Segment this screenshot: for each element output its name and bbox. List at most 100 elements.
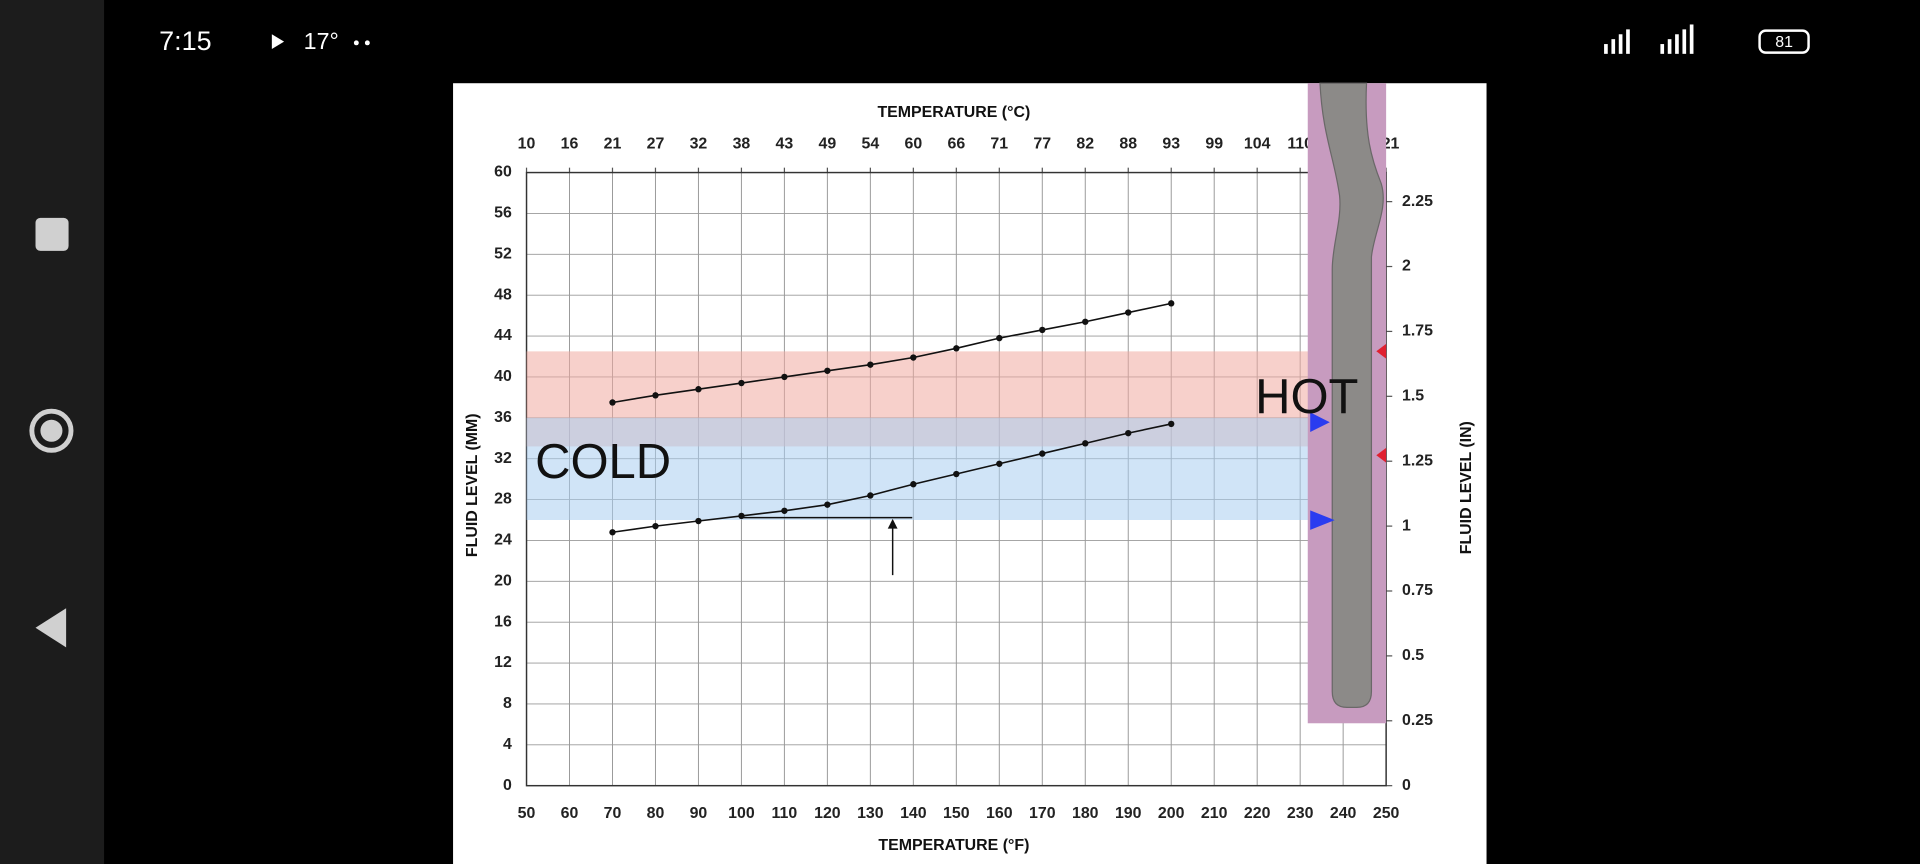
y2-tick-label: 2 xyxy=(1402,258,1411,275)
x2-tick-label: 10 xyxy=(518,136,536,153)
point xyxy=(867,492,874,499)
x2-tick-label: 82 xyxy=(1076,136,1094,153)
y-tick-label: 52 xyxy=(494,246,512,263)
x-tick-label: 90 xyxy=(690,805,708,822)
x-tick-label: 70 xyxy=(604,805,622,822)
x-tick-label: 210 xyxy=(1201,805,1228,822)
x-tick-label: 110 xyxy=(772,805,798,822)
x-tick-label: 180 xyxy=(1072,805,1099,822)
point xyxy=(996,334,1003,342)
point xyxy=(867,361,874,368)
point xyxy=(824,367,831,374)
x2-tick-label: 93 xyxy=(1162,136,1180,153)
y-tick-label: 48 xyxy=(494,286,512,303)
point xyxy=(953,470,960,478)
clock: 7:15 xyxy=(159,26,211,56)
red-marker xyxy=(1376,343,1387,359)
y-tick-label: 28 xyxy=(494,491,512,508)
x2-tick-label: 110 xyxy=(1287,136,1313,153)
y-tick-label: 56 xyxy=(494,205,512,222)
y2-tick-label: 1.75 xyxy=(1402,323,1433,340)
x-tick-label: 50 xyxy=(518,805,536,822)
x2-axis-title: TEMPERATURE (°C) xyxy=(877,104,1030,121)
y-tick-label: 8 xyxy=(503,695,512,712)
point xyxy=(910,354,917,361)
point xyxy=(652,522,659,530)
x2-tick-label: 43 xyxy=(776,136,794,153)
y-tick-label: 16 xyxy=(494,613,512,630)
weather: 17° xyxy=(304,28,339,54)
point xyxy=(1168,420,1175,428)
battery xyxy=(1758,29,1810,54)
point xyxy=(910,481,917,488)
recents-button[interactable] xyxy=(35,217,69,251)
x2-tick-label: 38 xyxy=(733,136,751,153)
y-tick-label: 44 xyxy=(494,327,512,344)
x2-tick-label: 66 xyxy=(947,136,965,153)
x-tick-label: 220 xyxy=(1244,805,1271,822)
blue-marker xyxy=(1310,510,1335,530)
y2-tick-label: 0.25 xyxy=(1402,712,1433,729)
y-tick-label: 32 xyxy=(494,450,512,467)
signal-icons xyxy=(1604,24,1694,54)
x-tick-label: 190 xyxy=(1115,805,1142,822)
point xyxy=(738,379,745,387)
annotation-line xyxy=(740,516,913,576)
x-tick-label: 240 xyxy=(1330,805,1357,822)
y2-tick-label: 0.75 xyxy=(1402,582,1433,599)
y-tick-label: 20 xyxy=(494,573,512,590)
x-tick-label: 130 xyxy=(857,805,884,822)
red-marker xyxy=(1376,447,1387,463)
point xyxy=(781,507,788,514)
y-tick-label: 4 xyxy=(503,736,512,753)
series-line xyxy=(612,423,1172,534)
x2-tick-label: 54 xyxy=(862,136,880,153)
x2-tick-label: 60 xyxy=(904,136,922,153)
point xyxy=(1039,326,1046,334)
x2-tick-label: 27 xyxy=(647,136,665,153)
y-axis-title: FLUID LEVEL (MM) xyxy=(464,413,481,557)
point xyxy=(1082,440,1089,447)
x-tick-label: 230 xyxy=(1287,805,1314,822)
y-tick-label: 40 xyxy=(494,368,512,385)
x-tick-label: 250 xyxy=(1373,805,1400,822)
point xyxy=(1168,300,1175,307)
x2-tick-label: 32 xyxy=(690,136,708,153)
y2-tick-label: 2.25 xyxy=(1402,193,1433,210)
x-tick-label: 200 xyxy=(1158,805,1185,822)
y2-tick-label: 1.5 xyxy=(1402,388,1424,405)
x2-tick-label: 71 xyxy=(990,136,1008,153)
x-tick-label: 80 xyxy=(647,805,665,822)
x2-tick-label: 88 xyxy=(1119,136,1137,153)
y2-tick-label: 1 xyxy=(1402,517,1411,534)
point xyxy=(695,517,702,525)
home-button[interactable] xyxy=(29,408,74,453)
back-button[interactable] xyxy=(35,608,67,648)
x2-tick-label: 77 xyxy=(1033,136,1051,153)
x2-tick-label: 21 xyxy=(604,136,622,153)
point xyxy=(824,501,831,508)
dipstick xyxy=(1319,82,1384,708)
y2-axis-title: FLUID LEVEL (IN) xyxy=(1458,421,1475,554)
x-tick-label: 160 xyxy=(986,805,1013,822)
point xyxy=(609,399,616,406)
x2-tick-label: 104 xyxy=(1244,136,1271,153)
point xyxy=(1039,450,1046,457)
point xyxy=(1082,318,1089,325)
band-label: HOT xyxy=(1255,370,1358,424)
x2-tick-label: 49 xyxy=(819,136,837,153)
y2-tick-label: 0.5 xyxy=(1402,647,1424,664)
x-tick-label: 150 xyxy=(943,805,970,822)
annotation-arrow xyxy=(887,518,898,529)
point xyxy=(1125,309,1132,316)
y-tick-label: 24 xyxy=(494,532,512,549)
band xyxy=(526,417,1387,520)
y-tick-label: 12 xyxy=(494,654,512,671)
blue-marker xyxy=(1310,412,1330,432)
point xyxy=(996,460,1003,467)
y-tick-label: 0 xyxy=(503,777,512,794)
point xyxy=(781,373,788,381)
point xyxy=(953,345,960,352)
